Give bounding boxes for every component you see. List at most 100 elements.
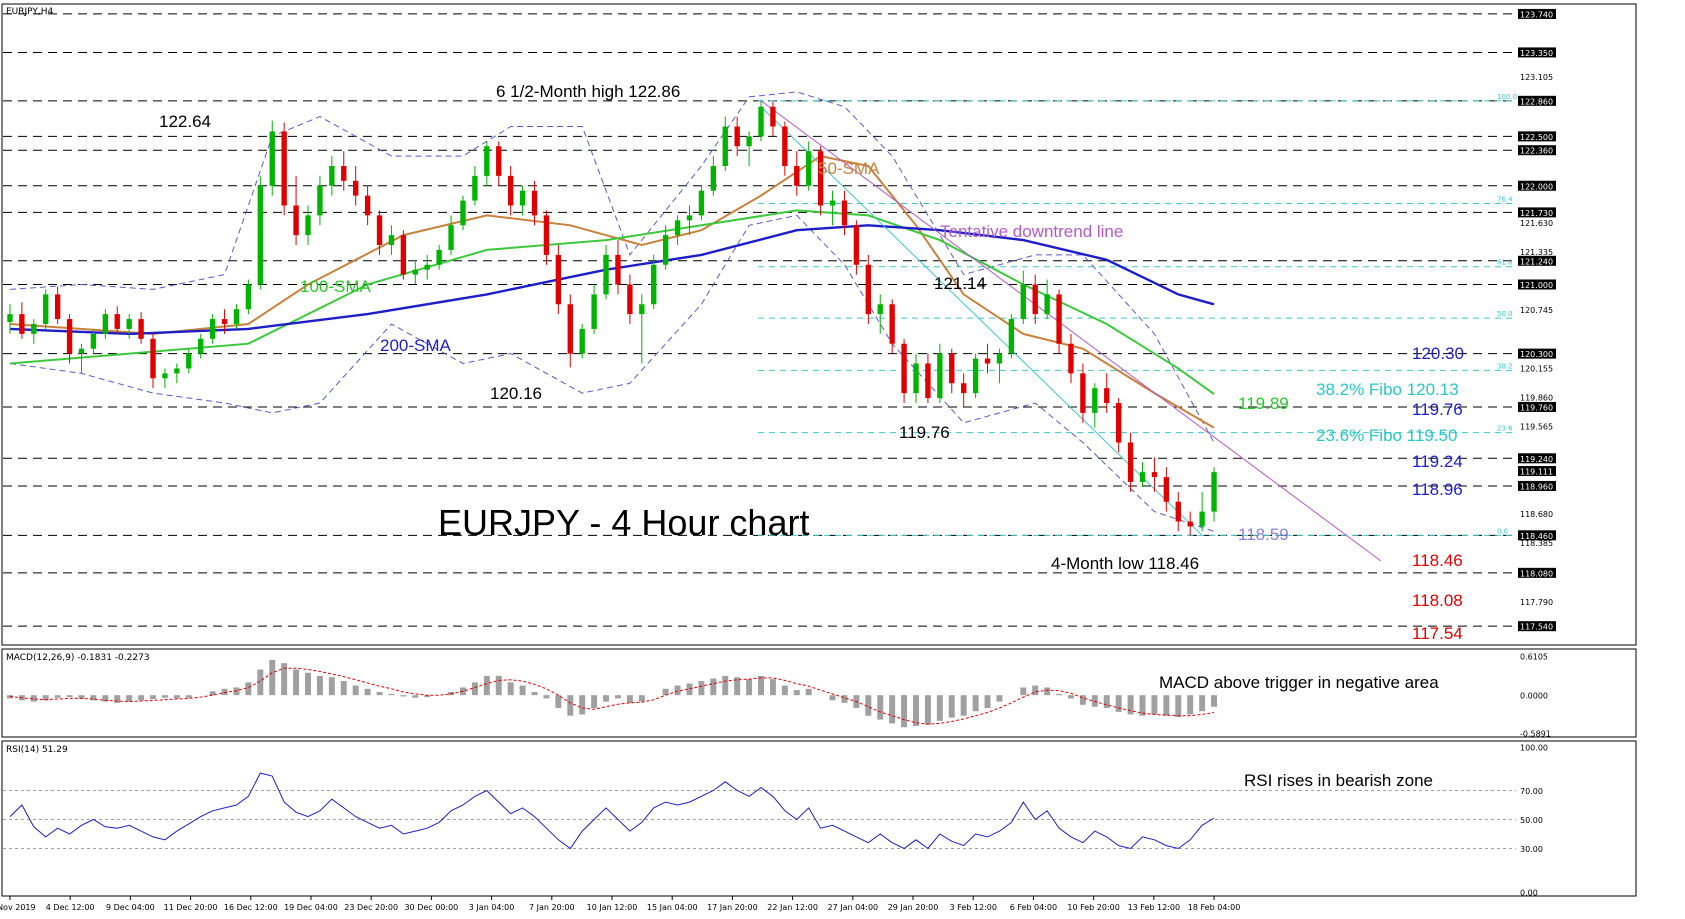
price-axis-label: 123.740: [1520, 10, 1553, 19]
time-axis-label: 27 Jan 04:00: [827, 903, 878, 912]
fib-level-label: 61.8: [1497, 259, 1513, 267]
low-jan-label: 120.16: [490, 384, 542, 403]
time-axis-label: 17 Jan 20:00: [707, 903, 758, 912]
candle-body: [925, 363, 931, 399]
rsi-axis-label: 30.00: [1520, 845, 1543, 854]
candle-body: [829, 200, 836, 206]
candle-body: [770, 106, 776, 127]
candle-body: [961, 383, 967, 394]
macd-axis-label: -0.5891: [1520, 730, 1551, 739]
candle-body: [436, 249, 442, 265]
candle-body: [364, 195, 371, 216]
candle-body: [603, 254, 609, 295]
candle-body: [412, 269, 418, 275]
bollinger-lower: [9, 214, 1215, 532]
candle-body: [329, 166, 335, 186]
candle-body: [841, 200, 848, 226]
candle-body: [734, 126, 740, 147]
price-label-box: [1518, 131, 1556, 142]
level-119-76: 119.76: [1412, 400, 1463, 419]
price-label-box: [1518, 453, 1556, 464]
rsi-axis-label: 0.00: [1520, 889, 1538, 898]
price-label-box: [1518, 8, 1556, 19]
candle-body: [448, 225, 454, 250]
candle-body: [662, 235, 669, 265]
candle-body: [376, 215, 383, 245]
candle-body: [865, 264, 871, 315]
time-axis-label: 23 Dec 20:00: [344, 903, 398, 912]
candle-body: [388, 235, 395, 245]
candle-body: [949, 353, 955, 384]
candle-body: [1080, 373, 1086, 413]
rsi-label: RSI(14) 51.29: [6, 745, 68, 755]
moving-averages: [9, 155, 1215, 429]
time-axis-label: 9 Dec 04:00: [106, 903, 155, 912]
price-label-box: [1518, 95, 1556, 106]
high-left-label: 122.64: [159, 112, 211, 131]
candle-body: [1056, 294, 1062, 344]
candle-body: [90, 333, 97, 349]
rsi-axis-label: 50.00: [1520, 816, 1543, 825]
price-label-box: [1518, 47, 1556, 58]
candle-body: [293, 205, 299, 236]
macd-axis-label: 0.6105: [1520, 653, 1548, 662]
fib-level-label: 23.6: [1497, 425, 1513, 433]
candle-body: [1044, 294, 1050, 315]
price-axis-label: 122.360: [1520, 147, 1553, 156]
price-axis: 123.740 123.350 123.105 122.860 122.500 122.3…: [1518, 8, 1556, 632]
price-axis-label: 123.105: [1520, 73, 1553, 82]
ma-line-100-sma: [9, 209, 1215, 395]
symbol-label: EURJPY,H4: [6, 7, 54, 17]
candle-body: [519, 190, 526, 206]
candle-body: [78, 348, 85, 354]
candle-body: [1127, 442, 1134, 482]
price-label-box: [1518, 348, 1556, 359]
macd-panel-frame: [1, 648, 1637, 738]
candle-body: [782, 126, 788, 166]
candle-body: [198, 338, 204, 354]
sma100-value-label: 119.89: [1238, 394, 1289, 413]
candle-body: [209, 319, 216, 339]
rsi-axis-label: 100.00: [1520, 744, 1548, 753]
candle-body: [400, 235, 407, 275]
candle-body: [1092, 388, 1098, 413]
candle-body: [31, 324, 37, 334]
candle-body: [245, 284, 252, 310]
price-axis-label: 122.500: [1520, 133, 1553, 142]
candle-body: [1020, 284, 1026, 320]
candle-body: [627, 284, 633, 315]
fib-level-label: 76.4: [1497, 196, 1513, 204]
price-axis-label: 118.080: [1520, 569, 1553, 578]
candle-body: [1008, 319, 1015, 354]
price-axis-label: 120.155: [1520, 364, 1553, 373]
price-axis-label: 121.730: [1520, 209, 1553, 218]
candle-body: [102, 314, 109, 334]
downtrend-line: [760, 100, 1382, 562]
candle-body: [19, 314, 25, 334]
time-axis-label: 22 Jan 12:00: [767, 903, 818, 912]
candle-body: [972, 358, 979, 394]
candle-body: [305, 215, 311, 236]
price-label-box: [1518, 145, 1556, 156]
candle-body: [460, 200, 466, 226]
price-axis-label: 118.385: [1520, 539, 1553, 548]
fibo38-label: 38.2% Fibo 120.13: [1316, 380, 1459, 399]
time-axis-label: 13 Feb 12:00: [1128, 903, 1180, 912]
candle-body: [317, 185, 323, 216]
candle-body: [937, 353, 943, 399]
candle-body: [233, 309, 240, 324]
price-label-box: [1518, 480, 1556, 491]
price-axis-label: 120.745: [1520, 306, 1553, 315]
fibonacci-levels: 100.0 76.4 61.8 50.0 38.2 23.6 0.0: [758, 93, 1517, 536]
candle-body: [651, 264, 657, 305]
bollinger-bands: [9, 91, 1215, 532]
price-axis-label: 119.565: [1520, 423, 1553, 432]
price-axis-label: 118.460: [1520, 532, 1553, 541]
time-axis-label: 3 Feb 12:00: [950, 903, 997, 912]
candle-body: [746, 136, 752, 147]
candle-body: [722, 126, 728, 166]
high-6m-label: 6 1/2-Month high 122.86: [496, 82, 680, 101]
candles: [7, 100, 1217, 536]
candle-body: [1187, 521, 1193, 527]
price-axis-label: 119.240: [1520, 455, 1553, 464]
